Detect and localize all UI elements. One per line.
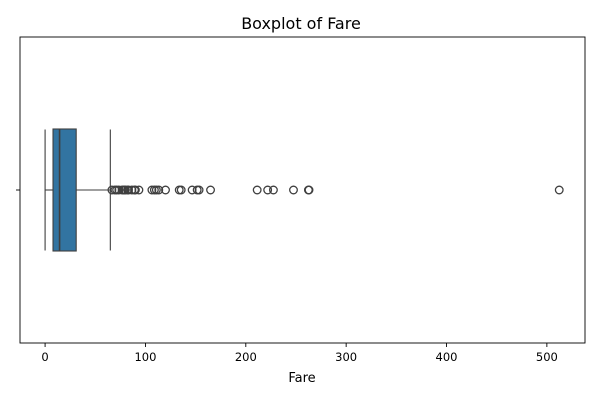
x-tick-label: 200 — [235, 350, 257, 364]
outlier-point — [252, 185, 262, 195]
outlier-point — [304, 185, 314, 195]
x-tick-label: 500 — [536, 350, 558, 364]
outlier-point — [176, 185, 186, 195]
outlier-point — [263, 185, 273, 195]
outlier-point — [107, 185, 117, 195]
x-tick-label: 100 — [134, 350, 156, 364]
x-tick-label: 0 — [41, 350, 48, 364]
plot-area — [44, 128, 564, 252]
outlier-point — [161, 185, 170, 195]
outlier-point — [151, 185, 161, 195]
x-tick-label: 400 — [436, 350, 458, 364]
outlier-point — [206, 185, 215, 195]
outlier-point — [554, 185, 564, 195]
x-tick-label: 300 — [335, 350, 357, 364]
outlier-point — [130, 185, 140, 195]
iqr-box — [52, 128, 77, 252]
outlier-point — [289, 185, 298, 195]
x-axis-label: Fare — [288, 371, 315, 386]
outlier-point — [154, 185, 164, 195]
outlier-point — [134, 185, 144, 195]
outlier-point — [268, 185, 278, 195]
outlier-point — [114, 185, 124, 195]
outlier-point — [147, 185, 157, 195]
chart-title: Boxplot of Fare — [241, 14, 361, 33]
x-axis: 0 100 200 300 400 500 — [16, 189, 558, 364]
outlier-point — [124, 185, 133, 195]
outlier-point — [194, 185, 204, 195]
